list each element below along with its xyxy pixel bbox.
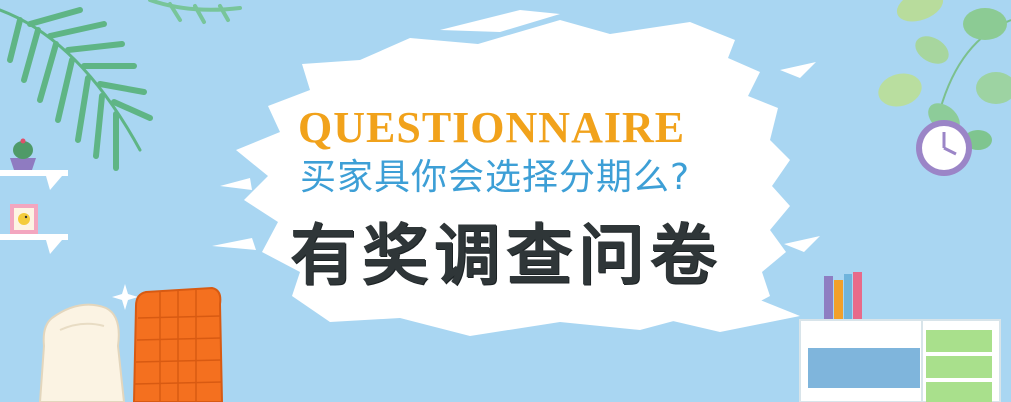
headline-survey-title: 有奖调查问卷	[290, 216, 722, 294]
headline-questionnaire: QUESTIONNAIRE	[298, 103, 686, 152]
headline-question: 买家具你会选择分期么?	[300, 157, 691, 198]
